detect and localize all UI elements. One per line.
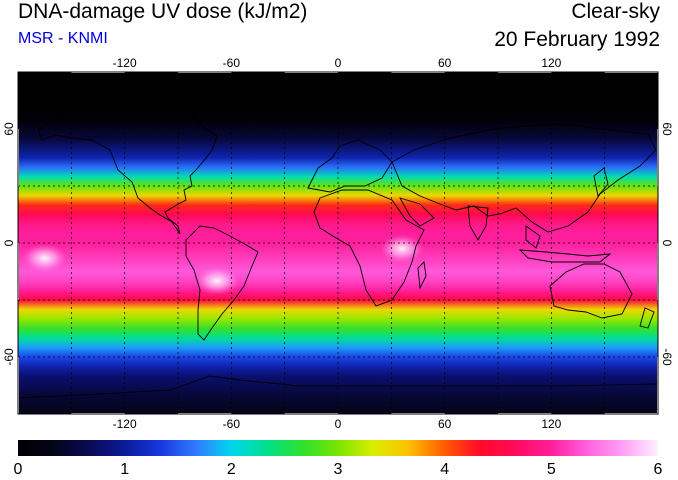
colorbar-tick-label: 6 — [654, 461, 663, 478]
longitude-tick-label: 0 — [335, 56, 342, 70]
longitude-tick-label: -60 — [223, 56, 241, 70]
longitude-tick-label: 60 — [438, 417, 452, 431]
colorbar-tick-label: 5 — [547, 461, 556, 478]
europe-coastline — [307, 139, 393, 193]
arabia-coastline — [399, 197, 435, 227]
institution-label: MSR - KNMI — [18, 30, 108, 47]
longitude-tick-label: -60 — [223, 417, 241, 431]
japan-coastline — [593, 167, 609, 198]
southeast-asia-coastline — [525, 225, 541, 249]
colorbar-tick-label: 0 — [14, 461, 23, 478]
latitude-tick-label-left: 0 — [2, 239, 16, 246]
map-frame — [17, 71, 659, 415]
madagascar-coastline — [417, 261, 427, 290]
south-america-coastline — [185, 225, 259, 341]
latitude-tick-label-right: 0 — [660, 240, 674, 247]
antarctica-coastline — [18, 375, 658, 399]
high-dose-hotspots — [22, 234, 424, 295]
latitude-tick-label-left: -60 — [2, 348, 16, 366]
india-coastline — [467, 205, 489, 241]
colorbar-tick-label: 1 — [120, 461, 129, 478]
greenland-coastline — [217, 75, 281, 111]
longitude-tick-label: 60 — [438, 56, 452, 70]
australia-coastline — [549, 263, 633, 319]
longitude-tick-label: -120 — [113, 56, 137, 70]
map-title: DNA-damage UV dose (kJ/m2) — [18, 0, 308, 23]
latitude-tick-label-right: 60 — [660, 122, 674, 136]
longitude-tick-label: 120 — [541, 417, 561, 431]
asia-coastline — [391, 123, 657, 233]
hotspot-andes-maximum — [195, 267, 240, 295]
longitude-tick-label: 0 — [335, 417, 342, 431]
latitude-ticks: 60 60 0 0 -60 -60 — [2, 122, 674, 366]
colorbar-ticks: 0 1 2 3 4 5 6 — [14, 461, 663, 478]
colorbar-tick-label: 4 — [440, 461, 449, 478]
africa-coastline — [313, 189, 425, 307]
north-america-coastline — [37, 74, 218, 235]
longitude-tick-label: 120 — [541, 56, 561, 70]
colorbar — [18, 440, 658, 456]
latitude-tick-label-right: -60 — [660, 348, 674, 366]
date-label: 20 February 1992 — [494, 28, 660, 51]
sky-condition-label: Clear-sky — [571, 0, 660, 23]
longitude-tick-label: -120 — [113, 417, 137, 431]
hotspot-central-pacific — [22, 244, 67, 273]
longitude-ticks: -120 -120 -60 -60 0 0 60 60 120 120 — [113, 56, 562, 431]
new-zealand-coastline — [639, 307, 655, 329]
latitude-tick-label-left: 60 — [2, 122, 16, 136]
colorbar-tick-label: 2 — [227, 461, 236, 478]
colorbar-tick-label: 3 — [334, 461, 343, 478]
hotspot-east-african-highlands — [380, 234, 424, 263]
